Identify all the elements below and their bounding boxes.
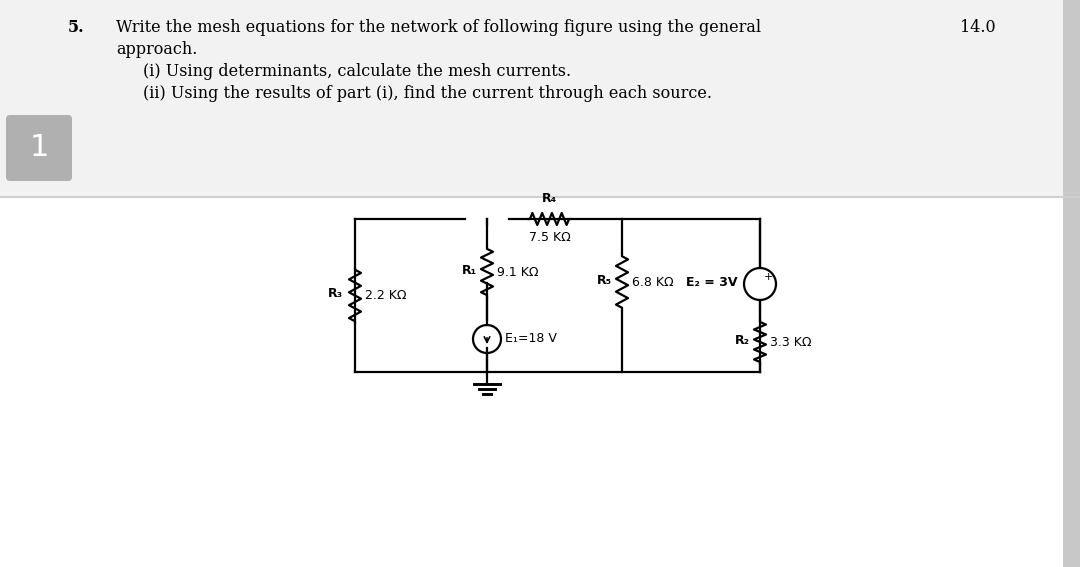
Text: R₃: R₃	[328, 287, 343, 300]
Text: R₂: R₂	[735, 333, 750, 346]
Text: Write the mesh equations for the network of following figure using the general: Write the mesh equations for the network…	[116, 19, 761, 36]
Text: approach.: approach.	[116, 40, 198, 57]
Text: 9.1 KΩ: 9.1 KΩ	[497, 265, 539, 278]
FancyBboxPatch shape	[1063, 0, 1080, 567]
Text: +: +	[764, 272, 772, 282]
Text: 1: 1	[29, 133, 49, 163]
Text: E₂ = 3V: E₂ = 3V	[686, 276, 737, 289]
Text: (i) Using determinants, calculate the mesh currents.: (i) Using determinants, calculate the me…	[143, 62, 571, 79]
FancyBboxPatch shape	[0, 0, 1080, 197]
Text: 2.2 KΩ: 2.2 KΩ	[365, 289, 406, 302]
Text: R₄: R₄	[542, 192, 557, 205]
Text: E₁=18 V: E₁=18 V	[505, 332, 557, 345]
Text: 5.: 5.	[68, 19, 84, 36]
Text: (ii) Using the results of part (i), find the current through each source.: (ii) Using the results of part (i), find…	[143, 84, 712, 101]
Text: R₅: R₅	[597, 273, 612, 286]
Text: 3.3 KΩ: 3.3 KΩ	[770, 336, 811, 349]
Text: R₁: R₁	[462, 264, 477, 277]
FancyBboxPatch shape	[6, 115, 72, 181]
Text: 14.0: 14.0	[960, 19, 996, 36]
Text: 6.8 KΩ: 6.8 KΩ	[632, 276, 674, 289]
Text: 7.5 KΩ: 7.5 KΩ	[528, 231, 570, 244]
